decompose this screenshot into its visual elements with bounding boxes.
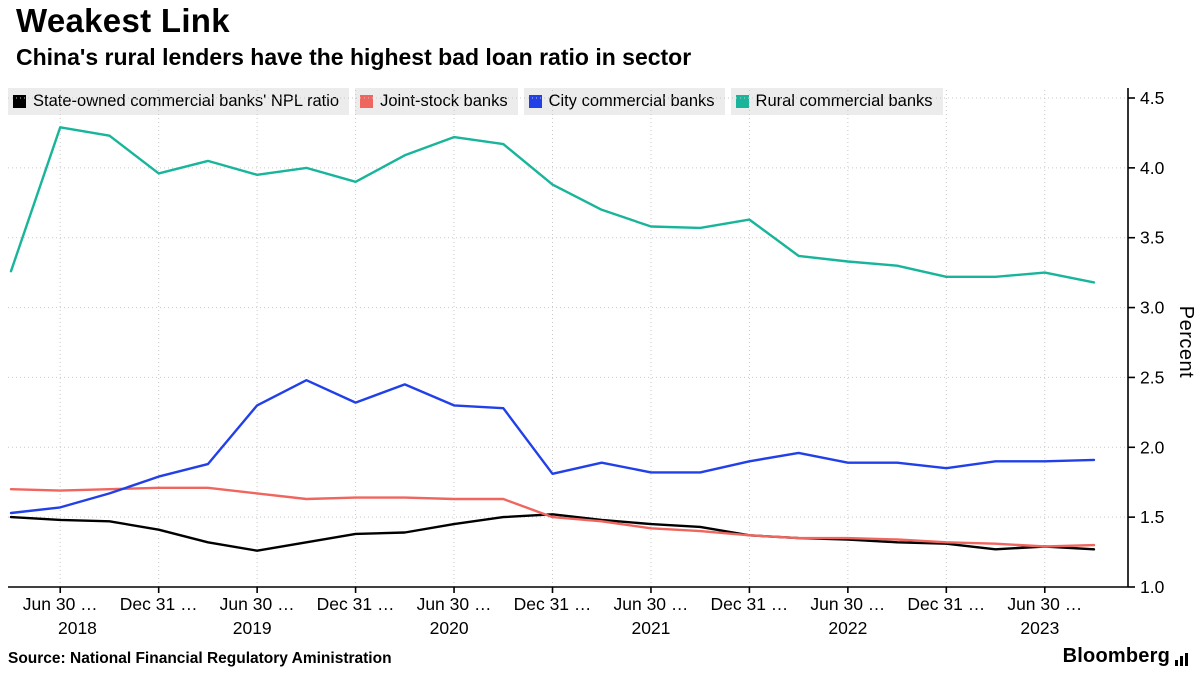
y-tick-label: 1.5 xyxy=(1140,507,1164,527)
x-tick-label: Dec 31 … xyxy=(317,594,395,614)
x-tick-label: Jun 30 … xyxy=(614,594,689,614)
legend-label: Joint-stock banks xyxy=(380,92,508,110)
year-label: 2022 xyxy=(828,618,867,638)
y-axis-title: Percent xyxy=(1175,305,1197,379)
legend-item-state-owned: State-owned commercial banks' NPL ratio xyxy=(8,88,350,115)
bloomberg-logo: Bloomberg xyxy=(1063,645,1188,668)
bloomberg-wordmark: Bloomberg xyxy=(1062,645,1170,667)
y-tick-label: 2.5 xyxy=(1140,367,1164,387)
x-tick-label: Jun 30 … xyxy=(220,594,295,614)
year-label: 2023 xyxy=(1020,618,1059,638)
series-line-state-owned xyxy=(9,513,1096,552)
legend-item-joint-stock: Joint-stock banks xyxy=(355,88,518,115)
legend: State-owned commercial banks' NPL ratio J… xyxy=(8,88,943,115)
y-tick-label: 1.0 xyxy=(1140,577,1165,597)
y-tick-label: 3.0 xyxy=(1140,298,1165,318)
x-tick-label: Dec 31 … xyxy=(711,594,789,614)
legend-label: State-owned commercial banks' NPL ratio xyxy=(33,92,340,110)
x-tick-label: Jun 30 … xyxy=(810,594,885,614)
x-tick-label: Jun 30 … xyxy=(417,594,492,614)
x-tick-label: Jun 30 … xyxy=(1007,594,1082,614)
y-tick-label: 4.0 xyxy=(1140,158,1165,178)
x-tick-label: Jun 30 … xyxy=(23,594,98,614)
legend-item-city: City commercial banks xyxy=(523,88,725,115)
bloomberg-bars-icon xyxy=(1175,653,1188,666)
series-line-city xyxy=(9,379,1096,515)
legend-label: Rural commercial banks xyxy=(755,92,933,110)
legend-label: City commercial banks xyxy=(548,92,715,110)
y-tick-label: 3.5 xyxy=(1140,228,1164,248)
x-tick-label: Dec 31 … xyxy=(120,594,198,614)
y-tick-label: 2.0 xyxy=(1140,437,1165,457)
source-note: Source: National Financial Regulatory Am… xyxy=(8,650,392,667)
x-tick-label: Dec 31 … xyxy=(907,594,985,614)
legend-swatch-joint-stock xyxy=(360,95,374,108)
chart-title: Weakest Link xyxy=(16,2,230,39)
series-line-joint-stock xyxy=(9,486,1096,548)
y-tick-label: 4.5 xyxy=(1140,88,1164,108)
year-label: 2020 xyxy=(430,618,469,638)
year-label: 2018 xyxy=(58,618,97,638)
legend-item-rural: Rural commercial banks xyxy=(730,88,943,115)
series-line-rural xyxy=(9,126,1096,284)
legend-swatch-rural xyxy=(735,95,749,108)
legend-swatch-city xyxy=(528,95,542,108)
chart-svg: 1.0 1.5 2.0 2.5 3.0 3.5 4.0 4.5 Jun 30 … Dec 31 …… xyxy=(8,88,1165,638)
year-label: 2019 xyxy=(233,618,272,638)
year-label: 2021 xyxy=(631,618,670,638)
chart-subtitle: China's rural lenders have the highest b… xyxy=(16,44,692,70)
x-tick-label: Dec 31 … xyxy=(514,594,592,614)
